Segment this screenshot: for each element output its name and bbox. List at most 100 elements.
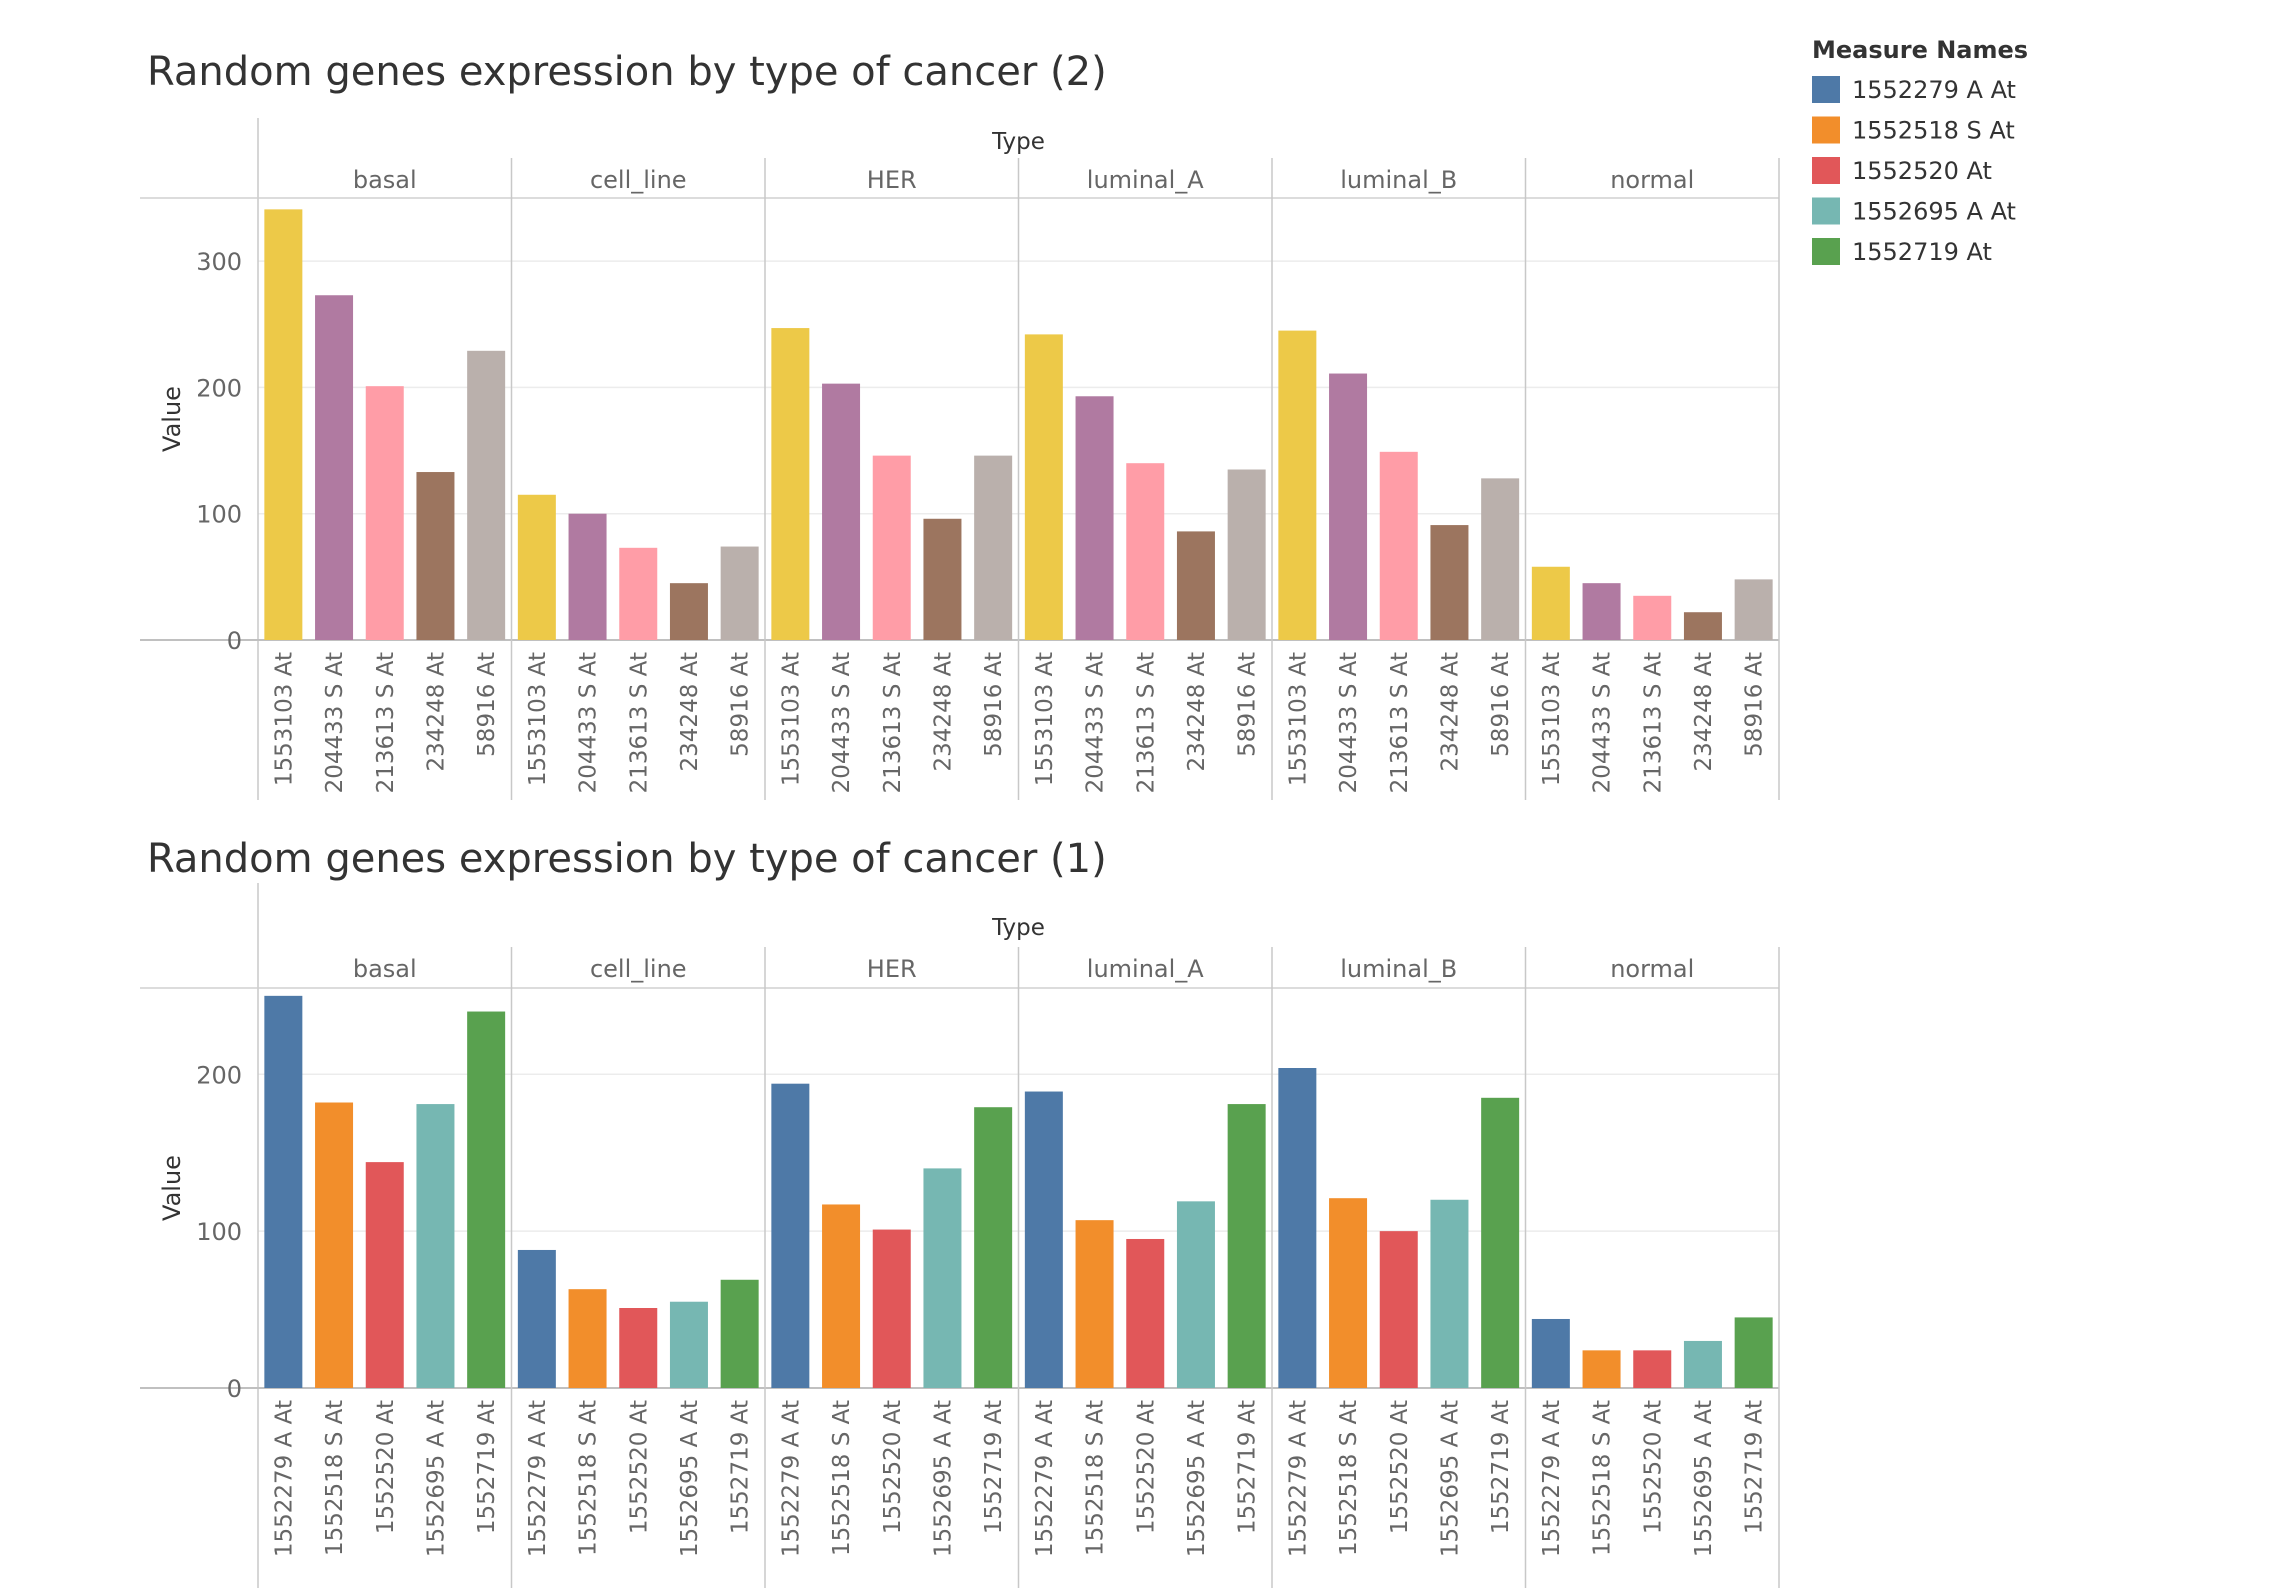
x-tick-label: 1552279 A At (1539, 1400, 1565, 1557)
bar-luminal_A-2 (1126, 1238, 1165, 1388)
x-tick-label: 1553103 At (271, 652, 297, 786)
bar-normal-2 (1633, 1350, 1672, 1388)
column-header-label: Type (991, 129, 1045, 155)
x-tick-label: 234248 At (930, 652, 956, 771)
bar-cell_line-0 (517, 494, 556, 640)
panel-header-luminal_B: luminal_B (1340, 166, 1457, 194)
bar-luminal_B-0 (1278, 330, 1317, 640)
x-tick-label: 1552520 At (373, 1400, 399, 1534)
bar-cell_line-1 (568, 1289, 607, 1388)
legend-item-label: 1552520 At (1852, 157, 1992, 185)
y-tick-label: 200 (196, 374, 242, 402)
x-tick-label: 213613 S At (1387, 652, 1413, 793)
x-tick-label: 234248 At (423, 652, 449, 771)
x-tick-label: 213613 S At (1640, 652, 1666, 793)
bar-HER-1 (822, 383, 861, 640)
bar-HER-1 (822, 1204, 861, 1388)
x-tick-label: 1553103 At (1539, 652, 1565, 786)
bar-luminal_A-4 (1227, 469, 1266, 640)
bar-basal-1 (315, 295, 354, 640)
x-tick-label: 1552695 A At (1437, 1400, 1463, 1557)
bar-HER-0 (771, 1083, 810, 1388)
chart-2: Random genes expression by type of cance… (140, 836, 1780, 1588)
bar-cell_line-4 (720, 546, 759, 640)
y-tick-label: 100 (196, 501, 242, 529)
bar-normal-3 (1683, 1340, 1722, 1388)
bar-luminal_A-3 (1176, 1201, 1215, 1388)
x-tick-label: 1552518 S At (322, 1400, 348, 1556)
bar-HER-4 (974, 455, 1013, 640)
x-tick-label: 1552279 A At (271, 1400, 297, 1557)
bar-luminal_B-1 (1329, 373, 1368, 640)
x-tick-label: 1552520 At (880, 1400, 906, 1534)
legend-swatch (1812, 238, 1840, 265)
x-tick-label: 1552518 S At (1083, 1400, 1109, 1556)
bar-HER-4 (974, 1107, 1013, 1388)
bar-cell_line-3 (669, 1301, 708, 1388)
legend: Measure Names 1552279 A At 1552518 S At 155… (1812, 36, 2028, 266)
bar-cell_line-4 (720, 1279, 759, 1388)
panel-header-HER: HER (867, 166, 917, 194)
bar-normal-0 (1531, 1318, 1570, 1388)
bar-cell_line-3 (669, 583, 708, 640)
bar-luminal_A-2 (1126, 463, 1165, 640)
x-tick-label: 1552518 S At (576, 1400, 602, 1556)
x-tick-label: 1552719 At (1742, 1400, 1768, 1534)
legend-item-label: 1552695 A At (1852, 198, 2016, 226)
panel-header-basal: basal (353, 955, 417, 983)
x-tick-label: 204433 S At (1336, 652, 1362, 793)
bar-basal-3 (416, 1104, 455, 1388)
bar-normal-3 (1683, 612, 1722, 640)
panel-header-cell_line: cell_line (590, 166, 687, 194)
x-tick-label: 58916 At (474, 652, 500, 757)
y-tick-label: 0 (227, 627, 242, 655)
bar-luminal_B-3 (1430, 1199, 1469, 1388)
bar-luminal_B-4 (1481, 478, 1520, 640)
x-tick-label: 1553103 At (1032, 652, 1058, 786)
bar-HER-3 (923, 518, 962, 640)
bar-basal-1 (315, 1102, 354, 1388)
legend-swatch (1812, 197, 1840, 225)
bar-basal-2 (365, 386, 404, 640)
x-tick-label: 234248 At (677, 652, 703, 771)
x-tick-label: 204433 S At (576, 652, 602, 793)
bar-luminal_A-4 (1227, 1104, 1266, 1388)
x-tick-label: 1552518 S At (1336, 1400, 1362, 1556)
bar-HER-2 (872, 455, 911, 640)
x-tick-label: 1552279 A At (778, 1400, 804, 1557)
bar-luminal_A-0 (1024, 334, 1063, 640)
x-tick-label: 204433 S At (1590, 652, 1616, 793)
panel-header-luminal_B: luminal_B (1340, 955, 1457, 983)
bar-normal-1 (1582, 583, 1621, 640)
x-tick-label: 213613 S At (1133, 652, 1159, 793)
bar-HER-3 (923, 1168, 962, 1388)
y-axis-title: Value (158, 386, 186, 452)
chart-title: Random genes expression by type of cance… (147, 836, 1107, 882)
x-tick-label: 1552279 A At (1285, 1400, 1311, 1557)
legend-title: Measure Names (1812, 36, 2028, 64)
x-tick-label: 1552520 At (626, 1400, 652, 1534)
bar-cell_line-2 (619, 1308, 658, 1388)
bar-normal-4 (1734, 579, 1773, 640)
x-tick-label: 1552695 A At (1184, 1400, 1210, 1557)
x-tick-label: 234248 At (1184, 652, 1210, 771)
bar-normal-0 (1531, 566, 1570, 640)
legend-swatch (1812, 157, 1840, 184)
bar-normal-1 (1582, 1350, 1621, 1388)
x-tick-label: 1553103 At (1285, 652, 1311, 786)
legend-item-label: 1552518 S At (1852, 117, 2015, 145)
legend-swatch (1812, 76, 1840, 103)
x-tick-label: 58916 At (1235, 652, 1261, 757)
chart-1: Random genes expression by type of cance… (140, 49, 1780, 800)
column-header-label: Type (991, 915, 1045, 941)
x-tick-label: 213613 S At (626, 652, 652, 793)
x-tick-label: 1552279 A At (1032, 1400, 1058, 1557)
x-tick-label: 1552719 At (1488, 1400, 1514, 1534)
bar-basal-0 (264, 995, 303, 1388)
bar-cell_line-2 (619, 547, 658, 640)
x-tick-label: 1552695 A At (677, 1400, 703, 1557)
x-tick-label: 213613 S At (373, 652, 399, 793)
x-tick-label: 58916 At (1488, 652, 1514, 757)
bar-HER-0 (771, 328, 810, 640)
